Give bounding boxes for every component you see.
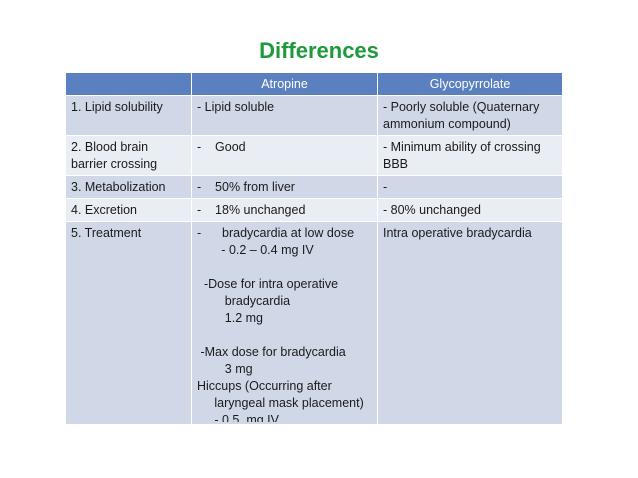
glycopyrrolate-cell: - xyxy=(377,175,563,199)
param-cell: 2. Blood brain barrier crossing xyxy=(65,135,192,176)
table-row: 4. Excretion - 18% unchanged - 80% uncha… xyxy=(65,198,563,222)
cell-line: 3 mg xyxy=(197,362,253,376)
cell-line: - Lipid soluble xyxy=(197,100,275,114)
header-atropine: Atropine xyxy=(191,72,378,96)
cell-line: Hiccups (Occurring after xyxy=(197,379,332,393)
glycopyrrolate-cell: - Minimum ability of crossing BBB xyxy=(377,135,563,176)
cell-line: Intra operative bradycardia xyxy=(383,226,532,240)
cell-line: - 18% unchanged xyxy=(197,203,306,217)
header-glycopyrrolate: Glycopyrrolate xyxy=(377,72,563,96)
slide-title: Differences xyxy=(259,38,379,63)
param-cell: 4. Excretion xyxy=(65,198,192,222)
cell-line: 2. Blood brain xyxy=(71,140,149,154)
cell-line: - Poorly soluble (Quaternary xyxy=(383,100,540,114)
param-cell: 1. Lipid solubility xyxy=(65,95,192,136)
cell-line: -Max dose for bradycardia xyxy=(197,345,346,359)
cell-line: - 50% from liver xyxy=(197,180,295,194)
cell-line: - 80% unchanged xyxy=(383,203,481,217)
header-empty xyxy=(65,72,192,96)
cell-line: barrier crossing xyxy=(71,157,158,171)
atropine-cell: - 50% from liver xyxy=(191,175,378,199)
cell-line: -Dose for intra operative xyxy=(197,277,339,291)
cell-line: - 0.2 – 0.4 mg IV xyxy=(197,243,314,257)
atropine-cell: - Good xyxy=(191,135,378,176)
cell-line: 1.2 mg xyxy=(197,311,263,325)
glycopyrrolate-cell: - Poorly soluble (Quaternary ammonium co… xyxy=(377,95,563,136)
cell-line: 5. Treatment xyxy=(71,226,142,240)
atropine-cell: - 18% unchanged xyxy=(191,198,378,222)
cell-line: 4. Excretion xyxy=(71,203,138,217)
cell-line: ammonium compound) xyxy=(383,117,511,131)
cell-line xyxy=(197,327,372,344)
table-row: 1. Lipid solubility - Lipid soluble - Po… xyxy=(65,95,563,136)
cell-line: - bradycardia at low dose xyxy=(197,226,355,240)
cell-line: laryngeal mask placement) xyxy=(197,396,364,410)
table-row: 5. Treatment - bradycardia at low dose -… xyxy=(65,221,563,425)
atropine-cell: - bradycardia at low dose - 0.2 – 0.4 mg… xyxy=(191,221,378,425)
cell-line: - 0.5 mg IV xyxy=(197,413,279,422)
cell-line: - xyxy=(383,180,388,194)
cell-line xyxy=(197,259,372,276)
cell-line: - Minimum ability of crossing xyxy=(383,140,541,154)
glycopyrrolate-cell: - 80% unchanged xyxy=(377,198,563,222)
header-row: Atropine Glycopyrrolate xyxy=(65,72,563,96)
cell-line: bradycardia xyxy=(197,294,291,308)
glycopyrrolate-cell: Intra operative bradycardia xyxy=(377,221,563,425)
table-row: 2. Blood brain barrier crossing - Good -… xyxy=(65,135,563,176)
table-row: 3. Metabolization - 50% from liver - xyxy=(65,175,563,199)
param-cell: 5. Treatment xyxy=(65,221,192,425)
comparison-table: Atropine Glycopyrrolate 1. Lipid solubil… xyxy=(65,72,563,425)
atropine-cell: - Lipid soluble xyxy=(191,95,378,136)
cell-line: BBB xyxy=(383,157,409,171)
param-cell: 3. Metabolization xyxy=(65,175,192,199)
cell-line: - Good xyxy=(197,140,246,154)
cell-line: 3. Metabolization xyxy=(71,180,166,194)
cell-line: 1. Lipid solubility xyxy=(71,100,163,114)
treatment-text-wrap: - bradycardia at low dose - 0.2 – 0.4 mg… xyxy=(197,225,372,422)
